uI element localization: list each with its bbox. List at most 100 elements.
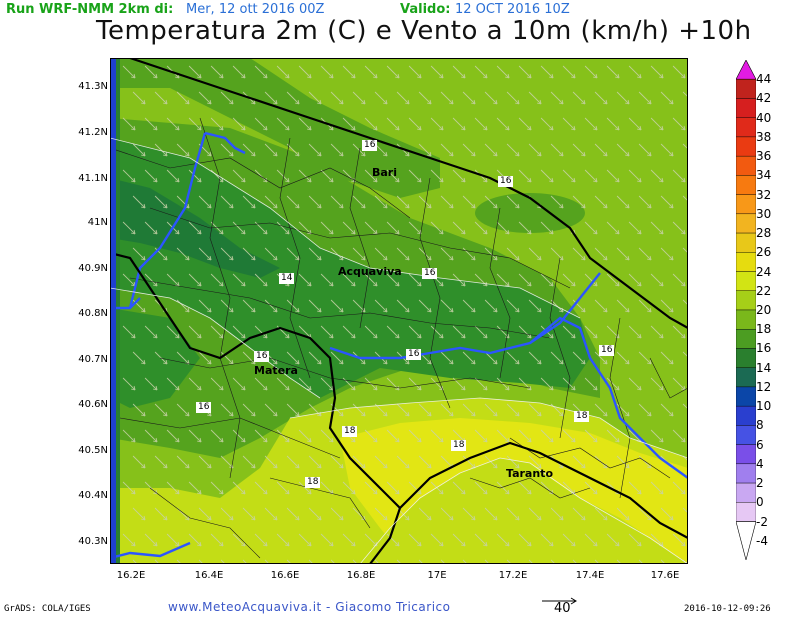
colorbar-label: 40 [756,110,772,125]
wind-vector-arrow [286,299,300,313]
colorbar-swatch [736,98,756,118]
wind-vector-arrow [242,559,248,564]
wind-vector-arrow [528,143,542,157]
wind-vector-arrow [220,195,234,209]
lon-tick: 16.8E [346,570,376,581]
wind-vector-arrow [396,195,410,209]
wind-vector-arrow [540,533,554,547]
wind-vector-arrow [286,143,300,157]
wind-vector-arrow [528,299,542,313]
wind-vector-arrow [594,559,600,564]
website-credit: www.MeteoAcquaviva.it - Giacomo Tricaric… [168,600,451,614]
wind-vector-arrow [144,117,158,131]
wind-vector-arrow [584,117,598,131]
wind-vector-arrow [506,195,520,209]
wind-vector-arrow [342,65,356,79]
wind-vector-arrow [650,377,664,391]
wind-vector-arrow [462,507,476,521]
wind-vector-arrow [264,143,278,157]
wind-vector-arrow [672,481,686,495]
wind-vector-arrow [496,533,510,547]
wind-vector-arrow [506,91,520,105]
wind-vector-arrow [254,533,268,547]
city-label-bari: Bari [372,166,398,179]
wind-vector-arrow [232,169,246,183]
temperature-map [110,58,688,564]
lat-tick: 41.2N [78,127,108,138]
colorbar-label: 10 [756,399,772,414]
wind-vector-arrow [166,169,180,183]
wind-vector-arrow [166,533,180,547]
wind-vector-arrow [220,91,234,105]
colorbar-label: 16 [756,341,772,356]
city-label-taranto: Taranto [506,467,554,480]
wind-vector-arrow [484,195,498,209]
wind-vector-arrow [232,429,246,443]
colorbar-swatch [736,348,756,368]
wind-vector-arrow [298,377,312,391]
wind-vector-arrow [474,117,488,131]
wind-vector-arrow [572,455,586,469]
wind-vector-arrow [122,325,136,339]
wind-vector-arrow [550,351,564,365]
wind-vector-arrow [188,429,202,443]
wind-vector-arrow [144,65,158,79]
wind-vector-arrow [540,169,554,183]
wind-vector-arrow [496,481,510,495]
wind-vector-arrow [562,117,576,131]
wind-vector-arrow [276,65,290,79]
wind-vector-arrow [572,195,586,209]
lat-tick: 40.8N [78,308,108,319]
wind-vector-arrow [484,559,490,564]
wind-vector-arrow [198,247,212,261]
wind-vector-arrow [188,117,202,131]
wind-vector-arrow [616,195,630,209]
wind-vector-arrow [232,325,246,339]
wind-vector-arrow [430,325,444,339]
lon-tick: 17.6E [650,570,680,581]
wind-vector-arrow [330,455,344,469]
wind-vector-arrow [144,533,158,547]
contour-label: 18 [342,426,358,437]
wind-vector-arrow [616,559,622,564]
wind-vector-arrow [154,91,168,105]
wind-vector-arrow [154,507,168,521]
wind-vector-arrow [452,221,466,235]
lon-tick: 16.6E [270,570,300,581]
wind-vector-arrow [264,559,270,564]
wind-vector-arrow [342,533,356,547]
wind-vector-arrow [210,117,224,131]
wind-vector-arrow [672,169,686,183]
wind-vector-arrow [474,377,488,391]
wind-vector-arrow [584,325,598,339]
wind-vector-arrow [144,429,158,443]
wind-vector-arrow [276,377,290,391]
wind-vector-arrow [286,195,300,209]
wind-vector-arrow [528,455,542,469]
wind-vector-arrow [308,351,322,365]
wind-vector-arrow [242,403,256,417]
wind-vector-arrow [286,91,300,105]
wind-vector-arrow [352,195,366,209]
wind-vector-arrow [462,299,476,313]
wind-vector-arrow [484,455,498,469]
wind-vector-arrow [650,481,664,495]
wind-vector-arrow [540,117,554,131]
wind-vector-arrow [484,507,498,521]
wind-vector-arrow [408,273,422,287]
wind-vector-arrow [430,221,444,235]
wind-vector-arrow [572,299,586,313]
run-label: Run WRF-NMM 2km di: [6,2,174,17]
wind-vector-arrow [188,169,202,183]
wind-vector-arrow [242,247,256,261]
colorbar-swatch [736,290,756,311]
wind-vector-arrow [594,299,608,313]
wind-vector-arrow [606,117,620,131]
wind-vector-arrow [232,273,246,287]
wind-vector-arrow [330,195,344,209]
wind-vector-arrow [210,273,224,287]
wind-vector-arrow [320,169,334,183]
wind-vector-arrow [176,455,190,469]
colorbar-swatch [736,386,756,407]
wind-vector-arrow [254,377,268,391]
